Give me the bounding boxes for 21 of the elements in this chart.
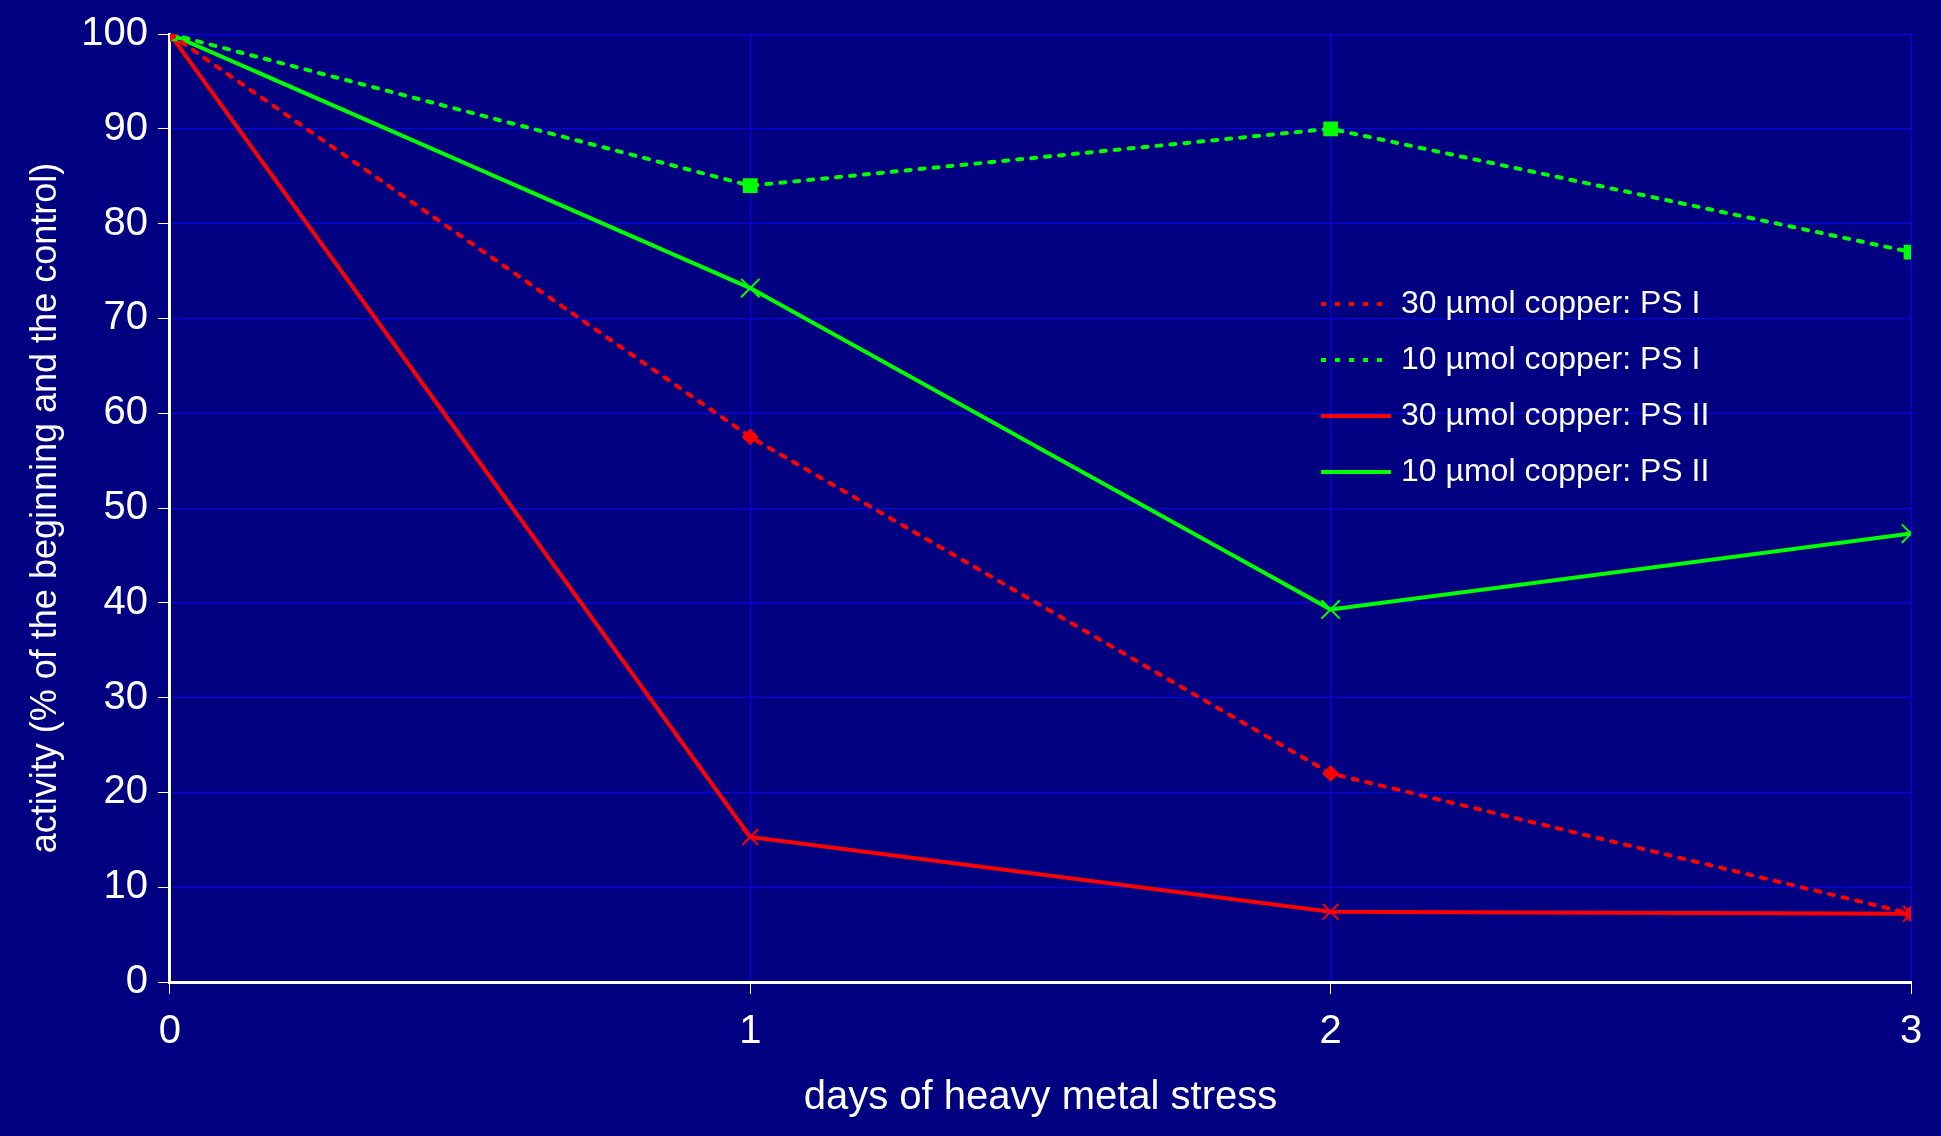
x-tick-label: 2 <box>1319 1007 1342 1052</box>
y-tick-label: 70 <box>103 293 148 338</box>
y-tick-label: 40 <box>103 577 148 622</box>
legend-label: 30 µmol copper: PS I <box>1401 283 1701 320</box>
x-tick-label: 0 <box>158 1007 182 1052</box>
legend-label: 30 µmol copper: PS II <box>1401 395 1710 432</box>
y-tick-label: 90 <box>103 103 148 148</box>
y-axis-title: activity (% of the beginning and the control) <box>22 162 64 854</box>
y-tick-label: 100 <box>81 9 148 54</box>
y-tick-label: 60 <box>103 388 148 433</box>
x-tick-label: 1 <box>739 1007 762 1052</box>
y-tick-label: 50 <box>103 483 148 528</box>
legend-label: 10 µmol copper: PS I <box>1401 339 1701 376</box>
y-tick-label: 0 <box>125 957 148 1002</box>
legend-label: 10 µmol copper: PS II <box>1401 451 1710 488</box>
y-tick-label: 20 <box>103 767 148 812</box>
y-tick-label: 10 <box>103 862 148 907</box>
x-axis-title: days of heavy metal stress <box>803 1073 1278 1118</box>
y-tick-label: 80 <box>103 198 148 243</box>
x-tick-label: 3 <box>1899 1007 1923 1052</box>
y-tick-label: 30 <box>103 672 148 717</box>
